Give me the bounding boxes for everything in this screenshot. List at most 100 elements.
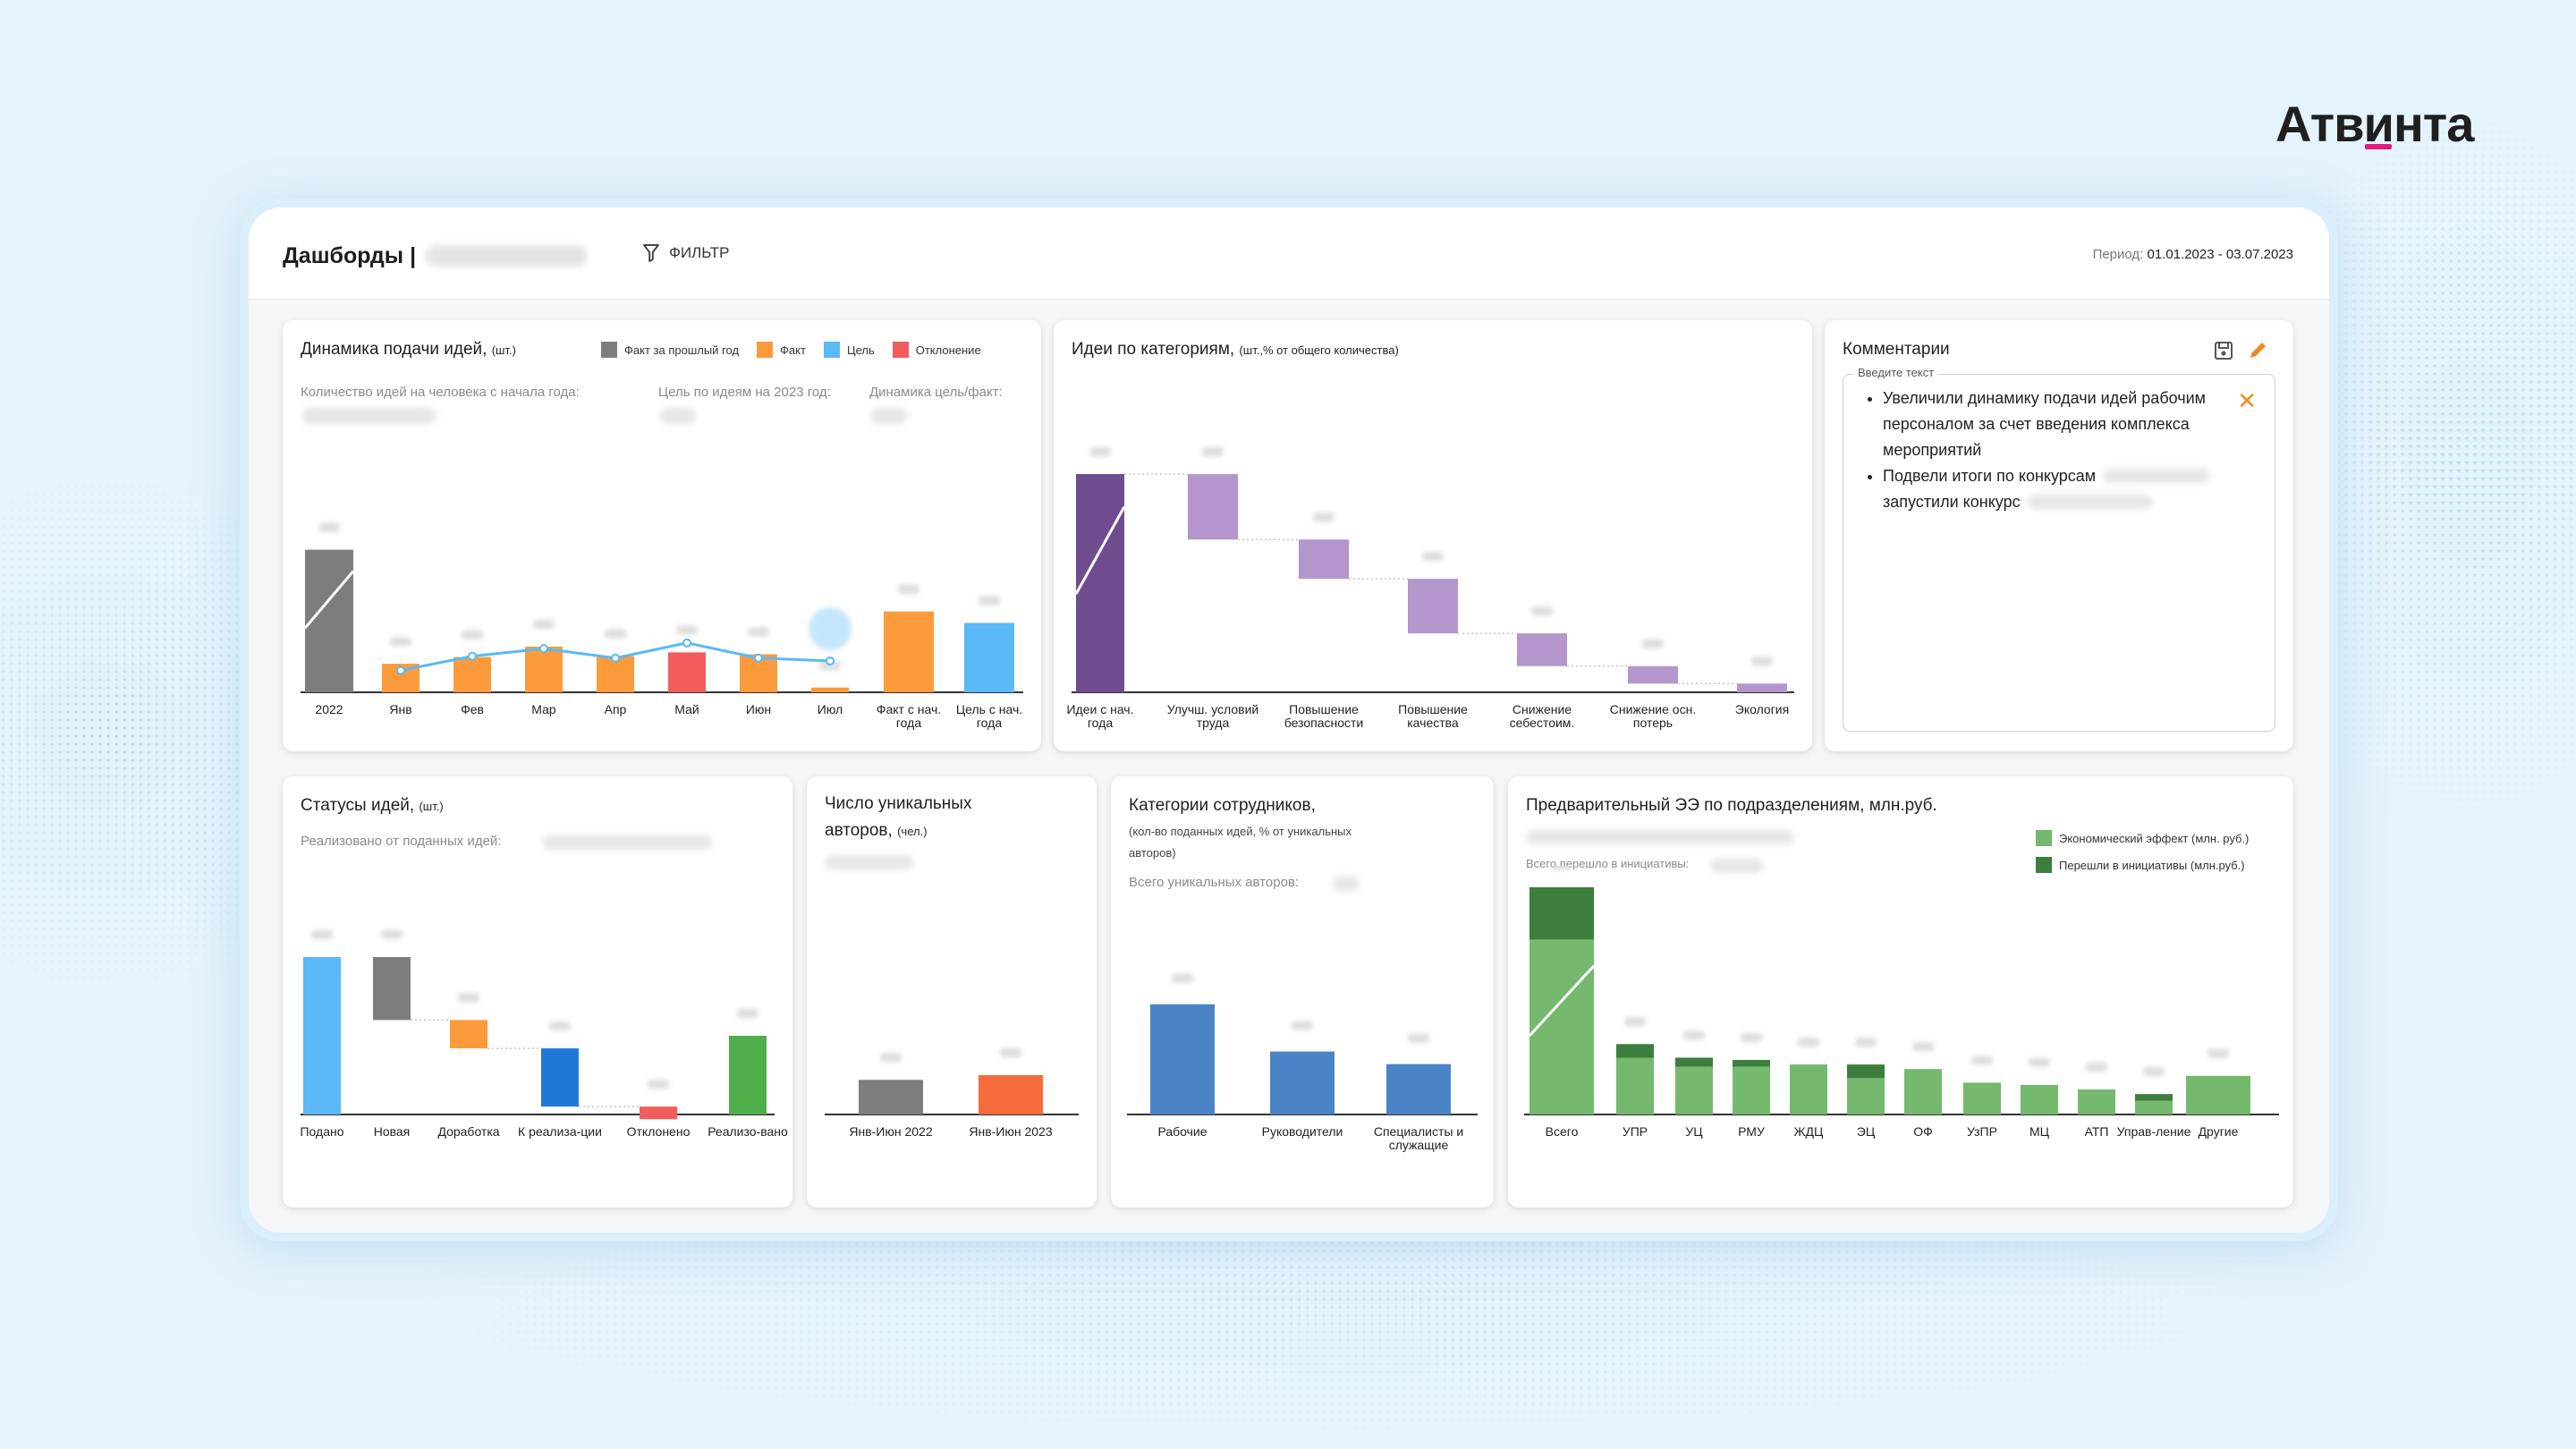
- blurred-data-label: [533, 620, 555, 629]
- bar-Доработка: [450, 1020, 487, 1049]
- dynamics-legend: Факт за прошлый год Факт Цель Отклонение: [601, 342, 981, 358]
- comments-title: Комментарии: [1843, 340, 1950, 359]
- bar-effect-УПР: [1616, 1057, 1654, 1114]
- blurred-data-label: [381, 930, 402, 939]
- blurred-data-label: [979, 596, 1000, 606]
- blurred-data-label: [1683, 1030, 1705, 1040]
- x-tick-label: ОФ: [1913, 1124, 1933, 1139]
- blurred-data-label: [648, 1080, 669, 1089]
- effect-legend: Экономический эффект (млн. руб.) Перешли…: [2036, 830, 2249, 873]
- ideas-per-person-label: Количество идей на человека с начала год…: [301, 385, 580, 400]
- comment-item: Увеличили динамику подачи идей рабочим п…: [1883, 386, 2224, 463]
- x-tick-label: РМУ: [1738, 1124, 1765, 1139]
- bar-Руководители: [1270, 1051, 1335, 1114]
- card-authors: Число уникальных авторов, (чел.) Янв-Июн …: [807, 776, 1097, 1208]
- blurred-data-label: [1741, 1033, 1762, 1043]
- blurred-data-label: [898, 584, 919, 594]
- x-tick-label: К реализа-ции: [518, 1124, 602, 1139]
- x-tick-label: Повышение безопасности: [1284, 702, 1364, 730]
- bar-effect-УзПР: [1963, 1082, 2001, 1114]
- brand-logo: Атвинта: [2275, 96, 2474, 152]
- blurred-data-label: [676, 625, 698, 635]
- bar-Рабочие: [1150, 1004, 1215, 1114]
- x-tick-label: Рабочие: [1157, 1124, 1207, 1139]
- legend-item-effect: Экономический эффект (млн. руб.): [2036, 830, 2249, 846]
- x-tick-label: Снижение осн. потерь: [1610, 702, 1696, 730]
- goal-point: [682, 638, 691, 648]
- blurred-data-label: [311, 930, 333, 939]
- blurred-data-label: [737, 1009, 758, 1018]
- x-tick-label: Янв-Июн 2023: [969, 1124, 1052, 1139]
- comment-field-label: Введите текст: [1854, 366, 1938, 379]
- legend-item-fact: Факт: [757, 342, 806, 358]
- x-tick-label: Мар: [531, 702, 556, 716]
- authors-title: Число уникальных авторов, (чел.): [825, 794, 972, 840]
- blurred-data-label: [1172, 973, 1193, 983]
- blurred-data-label: [1089, 447, 1111, 456]
- blurred-value: [1333, 877, 1360, 891]
- dynamics-chart: 2022 Янв Фев Мар Апр Май Июн Июл Факт с нач. года…: [301, 522, 1023, 730]
- bar-effect-ОФ: [1904, 1069, 1942, 1114]
- x-tick-label: Май: [674, 702, 699, 716]
- bar-effect-Управ-ление: [2135, 1100, 2173, 1114]
- edit-icon[interactable]: [2247, 338, 2270, 361]
- bar-Повышение качества: [1408, 579, 1458, 634]
- categories-chart: Идеи с нач. года Улучш. условий труда Повыше…: [1066, 447, 1794, 730]
- blurred-data-label: [318, 522, 340, 532]
- bar-Факт с нач. года: [884, 611, 934, 692]
- top-bar: Дашборды | ФИЛЬТР Период: 01.01.2023 - 0…: [249, 208, 2329, 301]
- blurred-data-label: [1798, 1038, 1819, 1047]
- bar-Янв-Июн 2023: [979, 1075, 1043, 1114]
- blurred-data-label: [1202, 447, 1224, 456]
- comment-textarea[interactable]: Введите текст ✕ Увеличили динамику подач…: [1843, 366, 2275, 732]
- x-tick-label: Янв-Июн 2022: [849, 1124, 932, 1139]
- card-comments: Комментарии Введите текст ✕ Увеличили ди…: [1825, 320, 2293, 751]
- clear-comment-icon[interactable]: ✕: [2237, 387, 2257, 414]
- bar-Реализо-вано: [729, 1036, 767, 1114]
- period-label: Период:: [2092, 247, 2144, 262]
- save-icon[interactable]: [2213, 340, 2234, 361]
- x-tick-label: ЖДЦ: [1794, 1124, 1824, 1139]
- blurred-data-label: [1292, 1021, 1313, 1030]
- blurred-data-label: [549, 1021, 571, 1031]
- implemented-label: Реализовано от поданных идей:: [301, 834, 502, 849]
- goal-point: [754, 653, 763, 663]
- employees-subtitle: (кол-во поданных идей, % от уникальных ав…: [1129, 825, 1352, 860]
- x-tick-label: Руководители: [1262, 1124, 1343, 1139]
- blurred-value: [1526, 830, 1794, 844]
- x-tick-label: МЦ: [2029, 1124, 2050, 1139]
- bar-Мар: [525, 647, 563, 692]
- x-tick-label: Июн: [746, 702, 771, 716]
- card-effect: Предварительный ЭЭ по подразделениям, мл…: [1508, 776, 2293, 1208]
- blurred-data-label: [1531, 606, 1553, 616]
- authors-chart: Янв-Июн 2022 Янв-Июн 2023: [825, 1048, 1079, 1139]
- blurred-data-label: [1551, 866, 1572, 869]
- bar-Специалисты и служащие: [1386, 1063, 1451, 1114]
- comment-list: Увеличили динамику подачи идей рабочим п…: [1867, 386, 2224, 515]
- blurred-data-label: [458, 993, 479, 1003]
- bar-effect-РМУ: [1733, 1066, 1770, 1114]
- x-tick-label: УзПР: [1967, 1124, 1997, 1139]
- bar-Снижение себестоим.: [1517, 633, 1567, 666]
- blurred-data-label: [1624, 1017, 1646, 1027]
- filter-button[interactable]: ФИЛЬТР: [642, 243, 729, 263]
- bar-Отклонено: [640, 1106, 677, 1120]
- bar-Цель с нач. года: [964, 623, 1014, 692]
- x-tick-label: ЭЦ: [1857, 1124, 1876, 1139]
- blurred-data-label: [2029, 1057, 2050, 1067]
- blurred-data-label: [2143, 1067, 2165, 1077]
- x-tick-label: УПР: [1623, 1124, 1648, 1139]
- card-statuses: Статусы идей, (шт.) Реализовано от подан…: [283, 776, 792, 1208]
- blurred-data-label: [1000, 1048, 1021, 1057]
- employees-title: Категории сотрудников,: [1129, 796, 1316, 815]
- blurred-data-label: [1313, 513, 1335, 522]
- bar-Янв-Июн 2022: [859, 1080, 923, 1114]
- bar-effect-Всего: [1530, 939, 1594, 1114]
- x-tick-label: Фев: [461, 702, 484, 716]
- goal-point: [611, 653, 620, 663]
- bar-effect-АТП: [2078, 1089, 2115, 1114]
- goal-fact-dynamics-label: Динамика цель/факт:: [869, 385, 1003, 400]
- bar-initiatives-УЦ: [1675, 1057, 1713, 1067]
- x-tick-label: Специалисты и служащие: [1374, 1124, 1463, 1152]
